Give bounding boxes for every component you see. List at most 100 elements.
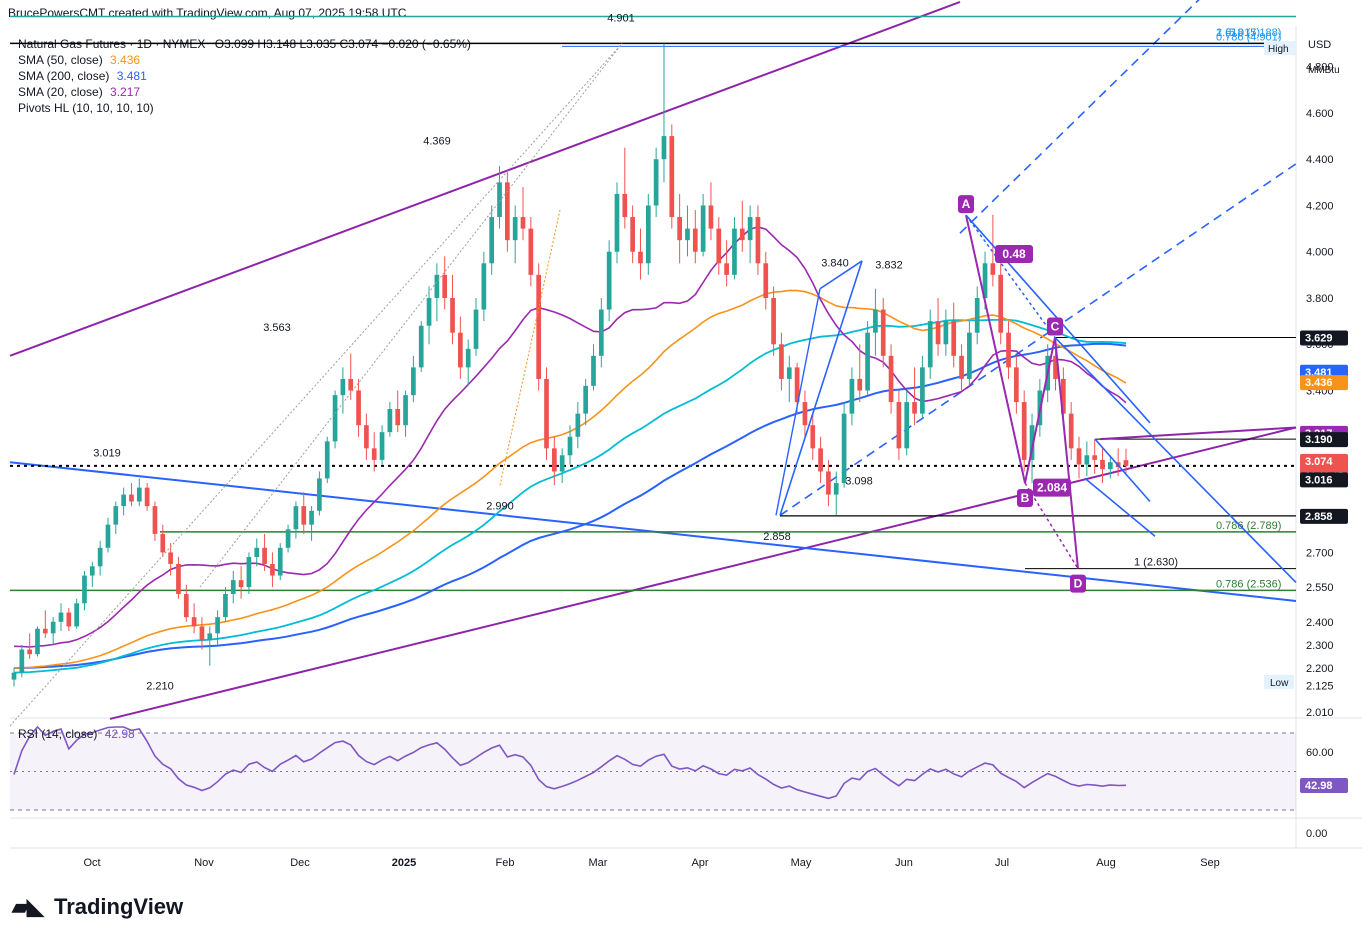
time-tick: Sep: [1200, 857, 1220, 869]
price-tag: [1300, 472, 1348, 488]
candle-body: [1068, 413, 1074, 449]
candle-body: [11, 672, 17, 680]
candle-body: [1107, 462, 1113, 470]
candle-body: [434, 274, 440, 298]
candle-body: [450, 297, 455, 333]
candle-body: [371, 448, 377, 460]
candle-body: [489, 217, 495, 264]
candle-body: [301, 506, 307, 525]
abcd-point-badge: [1047, 317, 1063, 336]
price-tag-label: 3.016: [1305, 474, 1333, 486]
candle-body: [324, 441, 330, 479]
candle-body: [591, 355, 596, 386]
wedge-line: [1054, 336, 1297, 584]
candle-body: [614, 193, 620, 252]
sma50-value: 3.436: [110, 53, 141, 67]
high-badge: [1264, 41, 1296, 56]
abcd-point-badge: [1070, 574, 1086, 593]
low-label: Low: [1270, 678, 1289, 689]
candle-body: [191, 617, 197, 627]
price-tag: [1300, 432, 1348, 448]
candle-body: [1053, 355, 1058, 379]
candle-body: [551, 448, 557, 472]
candle-body: [1006, 332, 1011, 368]
candle-body: [19, 649, 25, 673]
candle-body: [387, 409, 393, 433]
candle-body: [215, 617, 220, 634]
price-tag-label: 3.629: [1305, 333, 1333, 345]
candle-body: [661, 136, 667, 160]
candle-body: [309, 510, 314, 525]
abcd-point-label: A: [962, 197, 971, 211]
candle-body: [935, 321, 941, 345]
candle-body: [677, 217, 682, 241]
candle-body: [223, 594, 228, 618]
abcd-cd-leg: [1054, 337, 1079, 569]
candle-body: [810, 425, 816, 449]
candle-body: [293, 506, 299, 530]
candle-body: [1084, 455, 1090, 465]
fib-label: 2 (5.017): [1216, 27, 1260, 39]
candle-body: [35, 628, 40, 655]
abcd-point-label: B: [1021, 491, 1030, 505]
candle-body: [841, 413, 847, 484]
sma200-value: 3.481: [116, 69, 147, 83]
candle-body: [230, 580, 236, 595]
candle-body: [379, 432, 385, 460]
candle-body: [575, 413, 581, 437]
chart-legend: Natural Gas Futures · 1D · NYMEX O3.099 …: [18, 36, 471, 116]
legend-sma50-row[interactable]: SMA (50, close) 3.436: [18, 52, 471, 68]
rsi-value-tag-label: 42.98: [1305, 780, 1333, 792]
candle-body: [89, 566, 95, 576]
candle-body: [27, 649, 33, 655]
candle-body: [364, 425, 369, 449]
fan-line: [499, 209, 561, 486]
dashed-trend-upper: [959, 0, 1200, 234]
fib-label: 1.618 (5.188): [1216, 27, 1281, 39]
candle-body: [653, 159, 659, 206]
legend-sma200-row[interactable]: SMA (200, close) 3.481: [18, 68, 471, 84]
candle-body: [888, 355, 894, 403]
candle-body: [865, 332, 870, 391]
price-chart[interactable]: 1.618 (5.188)2 (5.017)0.786 (4.901) 0.786…: [0, 0, 1372, 880]
candle-body: [160, 533, 166, 553]
abcd-point-badge: [1017, 489, 1033, 508]
fan-line: [9, 43, 623, 727]
candle-body: [755, 217, 761, 264]
rsi-label: RSI (14, close): [18, 727, 98, 741]
pivot-label: 4.369: [423, 135, 451, 147]
rsi-line: [13, 725, 1127, 800]
tradingview-brand[interactable]: ▰◣ TradingView: [12, 894, 183, 920]
candle-body: [974, 297, 980, 333]
wedge-line: [819, 260, 863, 290]
candle-body: [826, 471, 831, 495]
candle-body: [536, 274, 542, 379]
candle-body: [700, 205, 706, 252]
candle-body: [82, 575, 87, 604]
legend-sma20-row[interactable]: SMA (20, close) 3.217: [18, 84, 471, 100]
candle-body: [959, 355, 964, 379]
abcd-dotted-ac: [965, 214, 1056, 338]
price-tick: 2.010: [1306, 707, 1334, 719]
legend-pivots-row[interactable]: Pivots HL (10, 10, 10, 10): [18, 100, 471, 116]
candle-body: [481, 263, 487, 310]
channel-upper-line: [9, 0, 961, 357]
candle-body: [1092, 455, 1098, 460]
candle-body: [183, 594, 189, 618]
candle-body: [254, 547, 260, 558]
sma20-label: SMA (20, close): [18, 85, 103, 99]
time-tick: Nov: [194, 857, 214, 869]
sma-teal-line: [13, 319, 1127, 674]
candle-body: [199, 626, 205, 641]
candle-body: [669, 136, 675, 218]
rsi-legend[interactable]: RSI (14, close) 42.98: [18, 727, 135, 741]
candle-body: [270, 563, 275, 576]
measure-badge: [995, 245, 1033, 264]
price-tick: 2.700: [1306, 547, 1334, 559]
abcd-dotted-bd: [1024, 482, 1079, 569]
candle-body: [896, 402, 902, 449]
price-tick: 4.600: [1306, 108, 1334, 120]
rsi-value: 42.98: [104, 727, 135, 741]
candle-body: [395, 409, 401, 426]
candle-body: [168, 552, 173, 564]
